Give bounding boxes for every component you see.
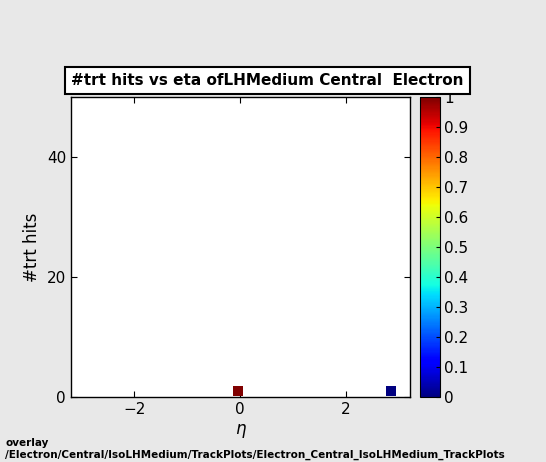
Text: overlay
/Electron/Central/IsoLHMedium/TrackPlots/Electron_Central_IsoLHMedium_Tr: overlay /Electron/Central/IsoLHMedium/Tr… [5,438,505,460]
Point [233,388,242,395]
Text: #trt hits vs eta ofLHMedium Central  Electron: #trt hits vs eta ofLHMedium Central Elec… [71,73,464,88]
Y-axis label: #trt hits: #trt hits [23,213,41,282]
X-axis label: η: η [235,420,246,438]
Point [387,388,395,395]
